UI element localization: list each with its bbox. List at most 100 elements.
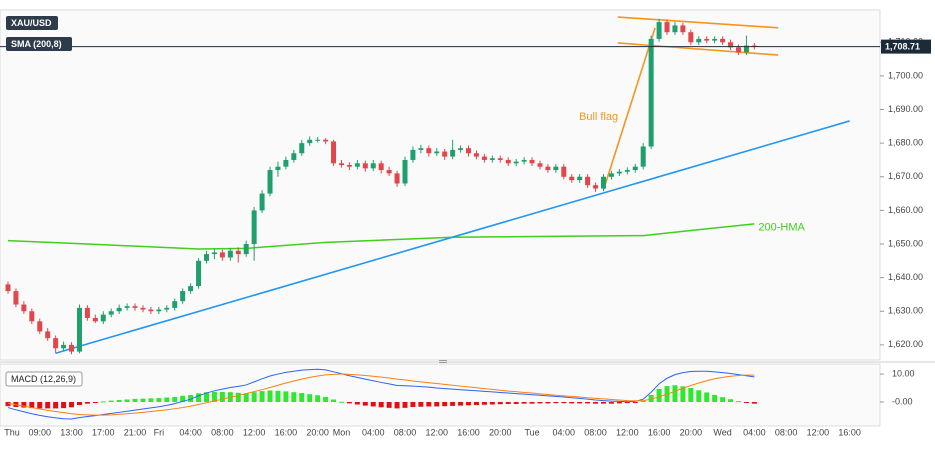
histogram-bar bbox=[132, 398, 138, 402]
histogram-bar bbox=[124, 399, 130, 402]
candle-body bbox=[585, 176, 591, 186]
histogram-bar bbox=[386, 401, 392, 408]
candle-body bbox=[21, 304, 27, 312]
histogram-bar bbox=[632, 401, 638, 403]
histogram-bar bbox=[100, 401, 106, 403]
candle-body bbox=[299, 143, 305, 154]
histogram-bar bbox=[743, 401, 749, 403]
histogram-bar bbox=[529, 401, 535, 404]
candle-body bbox=[593, 185, 599, 189]
candle-body bbox=[442, 151, 448, 157]
histogram-bar bbox=[354, 401, 360, 405]
histogram-bar bbox=[291, 392, 297, 402]
macd-box bbox=[5, 371, 83, 387]
candle-body bbox=[76, 307, 82, 352]
x-tick-label: Wed bbox=[713, 427, 731, 437]
histogram-bar bbox=[21, 401, 27, 408]
candle-body bbox=[410, 149, 416, 160]
histogram-bar bbox=[370, 401, 376, 407]
candle-body bbox=[283, 159, 289, 167]
histogram-bar bbox=[140, 398, 146, 402]
candle-body bbox=[545, 166, 551, 171]
histogram-bar bbox=[434, 401, 440, 407]
x-tick-label: Mon bbox=[333, 427, 351, 437]
candle-body bbox=[521, 159, 527, 162]
symbol-box bbox=[6, 16, 58, 30]
histogram-bar bbox=[418, 401, 424, 407]
histogram-bar bbox=[672, 385, 678, 402]
histogram-bar bbox=[378, 401, 384, 408]
candle-body bbox=[481, 156, 487, 160]
candle-body bbox=[632, 166, 638, 171]
candle-body bbox=[561, 166, 567, 177]
candle-body bbox=[537, 163, 543, 167]
histogram-bar bbox=[481, 401, 487, 405]
histogram-bar bbox=[735, 401, 741, 403]
x-tick-label: 20:00 bbox=[306, 427, 329, 437]
histogram-bar bbox=[696, 390, 702, 402]
candle-body bbox=[529, 159, 535, 164]
axes: 1,620.00 1,630.00 1,640.00 1,650.00 1,660.00… bbox=[0, 37, 931, 437]
histogram-bar bbox=[751, 401, 757, 404]
candle-body bbox=[259, 193, 265, 211]
x-tick-label: 04:00 bbox=[362, 427, 385, 437]
candle-body bbox=[243, 244, 249, 255]
candle-body bbox=[489, 158, 495, 160]
candle-body bbox=[712, 38, 718, 41]
histogram-bar bbox=[569, 401, 575, 404]
candle-body bbox=[505, 159, 511, 164]
candle-body bbox=[132, 306, 138, 308]
candle-body bbox=[672, 25, 678, 33]
histogram-bar bbox=[728, 399, 734, 402]
y-tick-label: 10.00 bbox=[892, 368, 915, 378]
histogram-bar bbox=[489, 401, 495, 405]
candle-body bbox=[664, 22, 670, 33]
candle-body bbox=[577, 176, 583, 181]
last-price-label: 1,708.71 bbox=[885, 41, 920, 51]
histogram-bar bbox=[108, 400, 114, 402]
histogram-bar bbox=[450, 401, 456, 406]
resize-handle[interactable]: ═ bbox=[438, 356, 447, 368]
histogram-bar bbox=[156, 398, 162, 402]
candle-body bbox=[211, 252, 217, 255]
candle-body bbox=[608, 173, 614, 177]
candle-body bbox=[624, 170, 630, 172]
x-tick-label: 12:00 bbox=[243, 427, 266, 437]
x-tick-label: 08:00 bbox=[584, 427, 607, 437]
candle-body bbox=[458, 148, 464, 150]
histogram-bar bbox=[204, 392, 209, 402]
histogram-bar bbox=[243, 393, 249, 402]
histogram-bar bbox=[323, 396, 329, 402]
candle-body bbox=[124, 306, 130, 308]
candle-body bbox=[37, 321, 43, 332]
x-tick-label: Fri bbox=[154, 427, 165, 437]
trend-line bbox=[617, 16, 779, 29]
histogram-bar bbox=[585, 401, 591, 404]
macd-line bbox=[7, 368, 755, 420]
histogram-bar bbox=[473, 401, 479, 406]
x-tick-label: 12:00 bbox=[807, 427, 830, 437]
candle-body bbox=[680, 25, 686, 33]
x-tick-label: 16:00 bbox=[838, 427, 861, 437]
candle-body bbox=[497, 158, 503, 160]
y-tick-label: -0.00 bbox=[892, 396, 913, 406]
candle-body bbox=[219, 252, 225, 258]
histogram-bar bbox=[45, 401, 51, 409]
candle-body bbox=[704, 38, 710, 41]
y-tick-label: 1,650.00 bbox=[888, 238, 923, 248]
candle-body bbox=[5, 284, 11, 292]
candle-body bbox=[418, 148, 424, 150]
histogram-bar bbox=[608, 401, 614, 404]
histogram-bar bbox=[513, 401, 519, 404]
histogram-bar bbox=[76, 401, 82, 406]
candle-body bbox=[370, 163, 376, 169]
histogram-bar bbox=[84, 401, 90, 404]
main-panel bbox=[0, 9, 881, 361]
candle-body bbox=[100, 314, 106, 322]
candle-body bbox=[53, 338, 59, 349]
histogram-bar bbox=[720, 397, 726, 402]
candle-body bbox=[720, 38, 726, 43]
histogram-bar bbox=[712, 395, 718, 402]
trend-line bbox=[617, 42, 779, 56]
